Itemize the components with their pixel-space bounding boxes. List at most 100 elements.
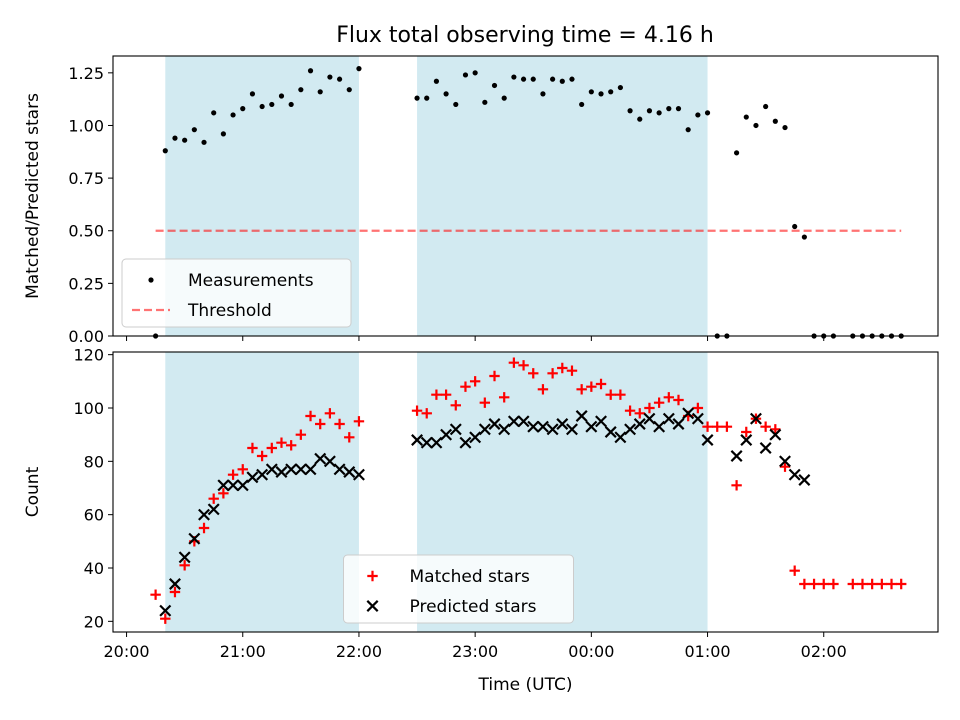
data-point bbox=[557, 362, 568, 374]
data-point bbox=[440, 389, 452, 400]
data-point bbox=[782, 124, 788, 131]
data-point bbox=[346, 87, 352, 93]
data-point bbox=[550, 76, 556, 82]
data-point bbox=[566, 423, 578, 436]
data-point bbox=[240, 106, 246, 112]
data-point bbox=[276, 437, 287, 448]
data-point bbox=[315, 418, 326, 430]
bottom-panel: 20 40 60 80 100 120 20:00 21:00 22:00 23:00 00:00 0… bbox=[23, 346, 939, 695]
data-point bbox=[624, 423, 637, 436]
data-point bbox=[460, 381, 471, 392]
data-point bbox=[586, 381, 597, 392]
legend: Matched stars Predicted stars bbox=[343, 554, 574, 624]
data-point bbox=[353, 416, 365, 427]
data-point bbox=[333, 463, 346, 476]
data-point bbox=[327, 74, 333, 80]
axes-frame bbox=[112, 351, 939, 633]
x-tick-label: 20:00 bbox=[104, 642, 150, 661]
data-point bbox=[653, 397, 665, 408]
data-point bbox=[615, 389, 626, 400]
data-point bbox=[459, 436, 472, 449]
data-point bbox=[208, 493, 219, 504]
data-point bbox=[324, 408, 336, 419]
legend-box bbox=[121, 258, 352, 328]
data-point bbox=[275, 466, 288, 478]
data-point bbox=[702, 421, 713, 432]
y-tick-label: 40 bbox=[84, 559, 104, 578]
data-point bbox=[511, 74, 517, 80]
data-point bbox=[673, 394, 684, 406]
x-tick-label: 22:00 bbox=[336, 642, 382, 661]
data-point bbox=[792, 223, 798, 230]
data-point bbox=[595, 415, 608, 428]
data-point bbox=[207, 503, 220, 516]
observing-window bbox=[165, 352, 359, 632]
legend-item: Predicted stars bbox=[366, 597, 537, 617]
legend: Measurements Threshold bbox=[121, 258, 352, 328]
data-point bbox=[617, 84, 623, 91]
data-point bbox=[847, 578, 858, 590]
legend-label: Matched stars bbox=[410, 567, 530, 587]
data-point bbox=[482, 99, 488, 105]
data-point bbox=[731, 480, 742, 491]
data-point bbox=[352, 468, 365, 481]
data-point bbox=[191, 127, 197, 133]
x-tick-label: 01:00 bbox=[684, 642, 730, 661]
data-point bbox=[285, 463, 298, 476]
data-point bbox=[150, 589, 161, 600]
data-point bbox=[566, 365, 578, 376]
data-point bbox=[169, 586, 181, 598]
data-point bbox=[469, 431, 482, 444]
series-matched-stars bbox=[150, 357, 907, 624]
data-point bbox=[760, 421, 771, 432]
data-point bbox=[608, 89, 614, 95]
y-tick-label: 120 bbox=[73, 346, 104, 365]
data-point bbox=[246, 471, 259, 484]
x-tick-label: 00:00 bbox=[568, 642, 614, 661]
data-point bbox=[285, 440, 297, 451]
data-point bbox=[304, 463, 317, 476]
data-point bbox=[433, 78, 440, 84]
y-tick-label: 80 bbox=[84, 452, 104, 471]
data-point bbox=[576, 384, 587, 395]
data-point bbox=[424, 95, 430, 101]
data-point bbox=[808, 578, 820, 590]
data-point bbox=[168, 578, 181, 590]
data-point bbox=[431, 389, 442, 400]
data-point bbox=[230, 112, 236, 118]
data-point bbox=[507, 415, 520, 428]
chart-title: Flux total observing time = 4.16 h bbox=[336, 23, 714, 48]
data-point bbox=[188, 532, 201, 545]
data-point bbox=[420, 436, 433, 449]
data-point bbox=[866, 578, 878, 590]
data-point bbox=[218, 488, 229, 499]
y-axis-label: Matched/Predicted stars bbox=[23, 93, 43, 299]
legend-label: Predicted stars bbox=[410, 597, 537, 617]
data-point bbox=[528, 368, 539, 379]
legend-box bbox=[343, 554, 574, 624]
legend-item: Measurements bbox=[148, 271, 314, 291]
data-point bbox=[588, 89, 594, 95]
data-point bbox=[305, 410, 316, 422]
data-point bbox=[356, 66, 362, 72]
data-point bbox=[323, 455, 336, 468]
data-point bbox=[527, 420, 540, 433]
data-point bbox=[508, 357, 520, 368]
data-point bbox=[753, 122, 759, 129]
x-tick-label: 23:00 bbox=[452, 642, 498, 661]
legend-swatch bbox=[148, 277, 154, 283]
data-point bbox=[876, 578, 888, 590]
data-point bbox=[886, 578, 897, 590]
data-point bbox=[595, 378, 607, 390]
data-point bbox=[440, 428, 453, 441]
data-point bbox=[604, 426, 617, 438]
data-point bbox=[633, 418, 646, 430]
y-axis-label: Count bbox=[23, 466, 43, 517]
data-point bbox=[211, 110, 217, 116]
data-point bbox=[644, 402, 655, 414]
data-point bbox=[453, 101, 459, 108]
data-point bbox=[646, 108, 653, 114]
x-tick-label: 02:00 bbox=[801, 642, 847, 661]
data-point bbox=[789, 565, 800, 576]
